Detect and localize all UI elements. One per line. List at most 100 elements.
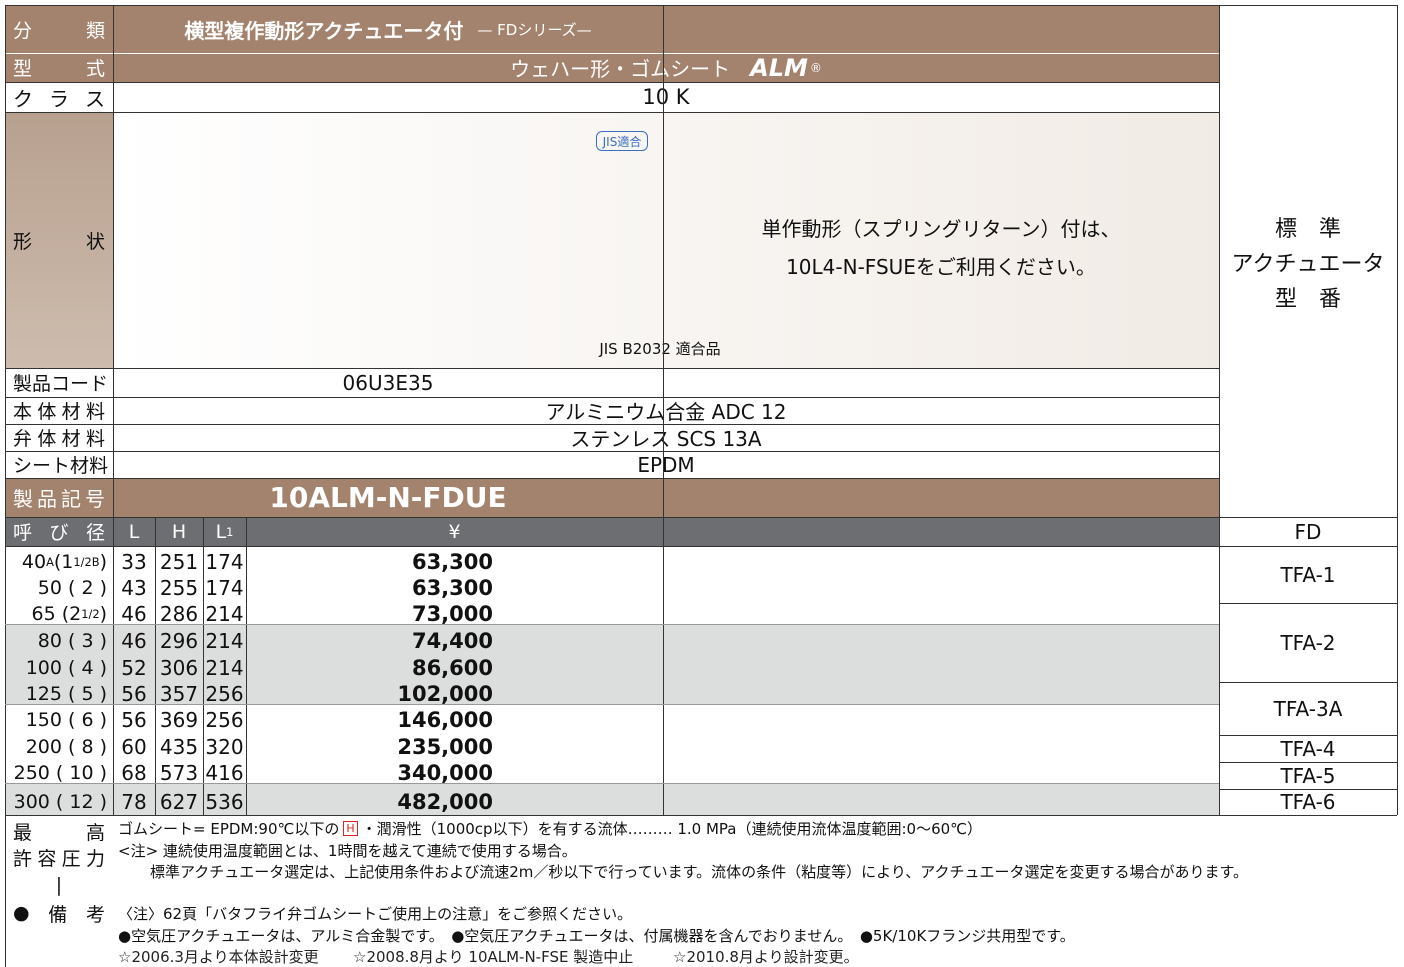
note-label: |	[55, 874, 63, 896]
size: 50 ( 2 )	[5, 572, 113, 599]
text-part: (1	[53, 551, 74, 573]
dimension: 573	[159, 761, 199, 785]
dimension: 296	[159, 628, 199, 653]
rule	[5, 5, 1397, 6]
price: 102,000	[397, 682, 493, 706]
rule	[5, 53, 1219, 54]
text-part: 300 ( 12 )	[13, 791, 107, 813]
text-part: ウェハー形・ゴムシート	[510, 57, 731, 81]
row-label: クラス	[13, 86, 105, 111]
dimension: 255	[159, 576, 199, 600]
product-code: 10ALM-N-FDUE	[269, 481, 507, 514]
size: 80 ( 3 )	[5, 624, 113, 652]
dimension: 306	[159, 655, 199, 680]
rule	[5, 704, 1219, 705]
actuator-header: FD	[1294, 519, 1322, 544]
dimension: 536	[205, 790, 244, 814]
rule	[5, 368, 1219, 369]
class: 10 K	[642, 85, 690, 109]
price: 146,000	[397, 708, 493, 732]
rule	[1397, 5, 1398, 815]
spec-value: 06U3E35	[342, 370, 434, 395]
row-shade	[5, 678, 1219, 704]
dimension: 78	[121, 790, 147, 814]
actuator: TFA-6	[1280, 790, 1336, 814]
text-part: 65 (2	[31, 603, 82, 625]
dimension: 46	[121, 628, 147, 653]
size: 40 A (1 1/2 B)	[5, 546, 113, 573]
price: 235,000	[397, 734, 493, 759]
text-part: 80 ( 3 )	[37, 629, 107, 652]
dimension: 214	[205, 628, 244, 653]
price: 340,000	[397, 761, 493, 785]
column-header: H	[155, 517, 203, 546]
shape-bg	[5, 112, 113, 368]
rule	[5, 783, 1219, 784]
text-part: L	[128, 520, 140, 543]
header-bg	[5, 478, 1219, 517]
price: 63,300	[411, 576, 493, 600]
dimension: 256	[205, 708, 244, 732]
text-part: 250 ( 10 )	[13, 762, 107, 784]
model: ウェハー形・ゴムシート ALM ®	[113, 53, 1219, 82]
size: 250 ( 10 )	[5, 757, 113, 784]
text-part: 40	[21, 551, 47, 573]
price: 63,300	[411, 550, 493, 574]
dimension: 251	[159, 550, 199, 574]
history: ☆2010.8月より設計変更。	[673, 947, 859, 966]
note-label: 許容圧力	[13, 847, 105, 870]
header-bg	[5, 5, 1219, 82]
right-title: アクチュエータ	[1231, 252, 1385, 277]
rule	[1219, 789, 1397, 790]
text-part: ®	[809, 60, 822, 75]
dimension: 174	[205, 576, 244, 600]
dimension: 56	[121, 682, 147, 706]
text-part: — FDシリーズ—	[477, 20, 592, 39]
row-label: シート材料	[13, 455, 109, 477]
dimension: 56	[121, 708, 147, 732]
text-part: H	[171, 520, 187, 543]
text-part: B	[91, 555, 100, 569]
history: ☆2008.8月より 10ALM-N-FSE 製造中止	[353, 947, 634, 966]
shape-note: 10L4-N-FSUEをご利用ください。	[786, 254, 1096, 279]
row-label: 製品記号	[13, 487, 105, 511]
dimension: 68	[121, 761, 147, 785]
dimension: 33	[121, 550, 147, 574]
text-part: 150 ( 6 )	[25, 709, 107, 731]
text-part: ゴムシート= EPDM:90℃以下の	[118, 819, 340, 838]
rule	[5, 478, 1219, 479]
row-label: 形状	[13, 230, 105, 253]
dimension: 214	[205, 602, 244, 626]
text-part: 125 ( 5 )	[25, 683, 107, 705]
text-part: 100 ( 4 )	[25, 656, 107, 679]
text-part: )	[99, 603, 107, 625]
jis-badge: JIS適合	[596, 131, 648, 151]
size: 300 ( 12 )	[5, 783, 113, 815]
dimension: 214	[205, 655, 244, 680]
header-bg	[5, 517, 1219, 546]
dimension: 369	[159, 708, 199, 732]
actuator: TFA-2	[1280, 630, 1336, 655]
note-line: 〈注〉62頁「バタフライ弁ゴムシートご使用上の注意」をご参照ください。	[118, 904, 633, 923]
row-label: 分類	[13, 19, 105, 42]
history: ☆2006.3月より本体設計変更	[118, 947, 319, 966]
actuator: TFA-4	[1280, 736, 1336, 761]
size: 150 ( 6 )	[5, 704, 113, 731]
right-title: 型 番	[1274, 287, 1341, 312]
text-part: 50 ( 2 )	[37, 577, 107, 599]
row-label: 製品コード	[13, 373, 109, 395]
rule	[5, 82, 1219, 83]
price: 482,000	[397, 790, 493, 814]
dimension: 60	[121, 734, 147, 759]
dimension: 416	[205, 761, 244, 785]
text-part: 1/2	[81, 607, 100, 621]
spec-value: EPDM	[637, 452, 695, 477]
rule	[5, 451, 1219, 452]
rule	[1219, 603, 1397, 604]
rule	[5, 624, 1219, 625]
dimension: 627	[159, 790, 199, 814]
spec-value: アルミニウム合金 ADC 12	[545, 400, 787, 424]
row-shade	[5, 783, 1219, 815]
rule	[663, 5, 664, 815]
